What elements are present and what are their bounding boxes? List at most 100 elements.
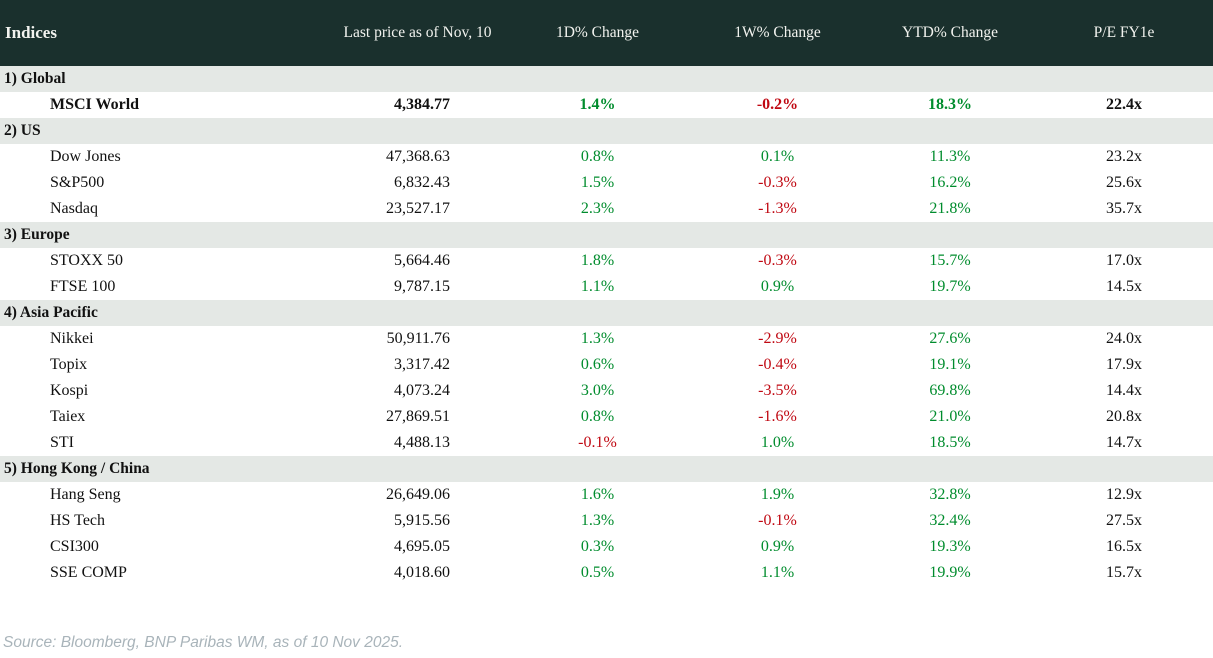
table-title: Indices xyxy=(0,0,330,66)
index-name-cell: STI xyxy=(0,430,330,456)
index-row: Nasdaq 23,527.17 2.3% -1.3% 21.8% 35.7x xyxy=(0,196,1213,222)
index-row: FTSE 100 9,787.15 1.1% 0.9% 19.7% 14.5x xyxy=(0,274,1213,300)
chg-1w-cell: -0.1% xyxy=(690,508,865,534)
section-label: 2) US xyxy=(0,118,1213,144)
index-row: STOXX 50 5,664.46 1.8% -0.3% 15.7% 17.0x xyxy=(0,248,1213,274)
chg-1d-cell: 0.6% xyxy=(505,352,690,378)
pe-fy1e-cell: 12.9x xyxy=(1035,482,1213,508)
index-row: Nikkei 50,911.76 1.3% -2.9% 27.6% 24.0x xyxy=(0,326,1213,352)
last-price-cell: 5,915.56 xyxy=(330,508,505,534)
chg-1w-cell: -0.3% xyxy=(690,170,865,196)
last-price-cell: 4,073.24 xyxy=(330,378,505,404)
chg-1d-cell: 1.4% xyxy=(505,92,690,118)
source-note: Source: Bloomberg, BNP Paribas WM, as of… xyxy=(3,634,404,651)
chg-1d-cell: 1.5% xyxy=(505,170,690,196)
section-row: 5) Hong Kong / China xyxy=(0,456,1213,482)
chg-1d-cell: 1.6% xyxy=(505,482,690,508)
section-row: 4) Asia Pacific xyxy=(0,300,1213,326)
indices-table: Indices Last price as of Nov, 10 1D% Cha… xyxy=(0,0,1213,586)
section-row: 2) US xyxy=(0,118,1213,144)
pe-fy1e-cell: 27.5x xyxy=(1035,508,1213,534)
chg-1d-cell: 0.8% xyxy=(505,404,690,430)
pe-fy1e-cell: 15.7x xyxy=(1035,560,1213,586)
index-row: Hang Seng 26,649.06 1.6% 1.9% 32.8% 12.9x xyxy=(0,482,1213,508)
chg-1w-cell: -2.9% xyxy=(690,326,865,352)
chg-ytd-cell: 18.5% xyxy=(865,430,1035,456)
last-price-cell: 6,832.43 xyxy=(330,170,505,196)
last-price-cell: 5,664.46 xyxy=(330,248,505,274)
pe-fy1e-cell: 35.7x xyxy=(1035,196,1213,222)
col-header-1d-change: 1D% Change xyxy=(505,0,690,66)
chg-1w-cell: 1.0% xyxy=(690,430,865,456)
chg-ytd-cell: 11.3% xyxy=(865,144,1035,170)
last-price-cell: 27,869.51 xyxy=(330,404,505,430)
section-label: 3) Europe xyxy=(0,222,1213,248)
pe-fy1e-cell: 22.4x xyxy=(1035,92,1213,118)
chg-1d-cell: 2.3% xyxy=(505,196,690,222)
last-price-cell: 4,018.60 xyxy=(330,560,505,586)
index-name-cell: Taiex xyxy=(0,404,330,430)
pe-fy1e-cell: 23.2x xyxy=(1035,144,1213,170)
chg-ytd-cell: 27.6% xyxy=(865,326,1035,352)
section-row: 3) Europe xyxy=(0,222,1213,248)
chg-1d-cell: 3.0% xyxy=(505,378,690,404)
chg-ytd-cell: 32.8% xyxy=(865,482,1035,508)
last-price-cell: 4,488.13 xyxy=(330,430,505,456)
index-row: SSE COMP 4,018.60 0.5% 1.1% 19.9% 15.7x xyxy=(0,560,1213,586)
index-name-cell: Nasdaq xyxy=(0,196,330,222)
index-row: Kospi 4,073.24 3.0% -3.5% 69.8% 14.4x xyxy=(0,378,1213,404)
section-label: 5) Hong Kong / China xyxy=(0,456,1213,482)
section-row: 1) Global xyxy=(0,66,1213,92)
col-header-ytd-change: YTD% Change xyxy=(865,0,1035,66)
chg-ytd-cell: 32.4% xyxy=(865,508,1035,534)
last-price-cell: 47,368.63 xyxy=(330,144,505,170)
chg-1d-cell: -0.1% xyxy=(505,430,690,456)
chg-ytd-cell: 21.8% xyxy=(865,196,1035,222)
pe-fy1e-cell: 14.4x xyxy=(1035,378,1213,404)
col-header-pe-fy1e: P/E FY1e xyxy=(1035,0,1213,66)
col-header-last-price: Last price as of Nov, 10 xyxy=(330,0,505,66)
table-header: Indices Last price as of Nov, 10 1D% Cha… xyxy=(0,0,1213,66)
chg-ytd-cell: 16.2% xyxy=(865,170,1035,196)
index-name-cell: SSE COMP xyxy=(0,560,330,586)
section-label: 1) Global xyxy=(0,66,1213,92)
chg-1d-cell: 1.8% xyxy=(505,248,690,274)
index-row: Taiex 27,869.51 0.8% -1.6% 21.0% 20.8x xyxy=(0,404,1213,430)
index-name-cell: CSI300 xyxy=(0,534,330,560)
pe-fy1e-cell: 14.7x xyxy=(1035,430,1213,456)
index-row: MSCI World 4,384.77 1.4% -0.2% 18.3% 22.4x xyxy=(0,92,1213,118)
index-name-cell: STOXX 50 xyxy=(0,248,330,274)
last-price-cell: 9,787.15 xyxy=(330,274,505,300)
chg-1w-cell: -0.3% xyxy=(690,248,865,274)
index-name-cell: S&P500 xyxy=(0,170,330,196)
chg-ytd-cell: 18.3% xyxy=(865,92,1035,118)
chg-ytd-cell: 69.8% xyxy=(865,378,1035,404)
last-price-cell: 23,527.17 xyxy=(330,196,505,222)
chg-1d-cell: 0.8% xyxy=(505,144,690,170)
chg-1w-cell: 0.1% xyxy=(690,144,865,170)
chg-ytd-cell: 15.7% xyxy=(865,248,1035,274)
chg-1d-cell: 1.3% xyxy=(505,508,690,534)
index-name-cell: Dow Jones xyxy=(0,144,330,170)
chg-1w-cell: 1.1% xyxy=(690,560,865,586)
chg-1w-cell: -1.3% xyxy=(690,196,865,222)
index-name-cell: Hang Seng xyxy=(0,482,330,508)
table-body: 1) Global MSCI World 4,384.77 1.4% -0.2% 18.3… xyxy=(0,66,1213,586)
chg-1d-cell: 1.3% xyxy=(505,326,690,352)
last-price-cell: 26,649.06 xyxy=(330,482,505,508)
chg-ytd-cell: 19.3% xyxy=(865,534,1035,560)
index-name-cell: FTSE 100 xyxy=(0,274,330,300)
pe-fy1e-cell: 25.6x xyxy=(1035,170,1213,196)
pe-fy1e-cell: 16.5x xyxy=(1035,534,1213,560)
index-row: STI 4,488.13 -0.1% 1.0% 18.5% 14.7x xyxy=(0,430,1213,456)
chg-ytd-cell: 19.1% xyxy=(865,352,1035,378)
chg-1d-cell: 0.5% xyxy=(505,560,690,586)
pe-fy1e-cell: 17.9x xyxy=(1035,352,1213,378)
header-row: Indices Last price as of Nov, 10 1D% Cha… xyxy=(0,0,1213,66)
col-header-last-price-label: Last price as of Nov, 10 xyxy=(343,23,492,41)
last-price-cell: 50,911.76 xyxy=(330,326,505,352)
index-row: HS Tech 5,915.56 1.3% -0.1% 32.4% 27.5x xyxy=(0,508,1213,534)
chg-1w-cell: -0.4% xyxy=(690,352,865,378)
chg-1w-cell: -0.2% xyxy=(690,92,865,118)
